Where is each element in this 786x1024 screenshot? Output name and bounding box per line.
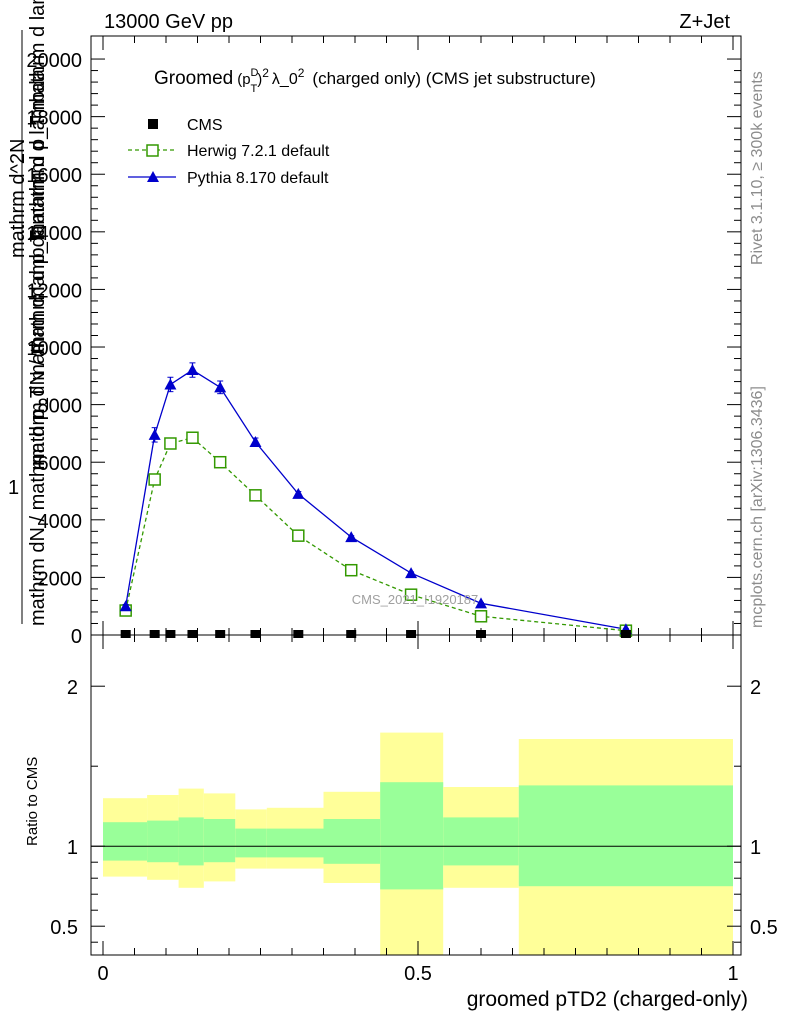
pythia-point: [292, 487, 305, 499]
stat-band-5: [266, 828, 324, 858]
cms-point: [293, 630, 304, 638]
main-ytick-label: 4000: [38, 511, 83, 533]
pythia-point: [164, 378, 177, 390]
header-energy: 13000 GeV pp: [104, 11, 233, 33]
y-label-line-3: mathrm dN / mathrm d p_T mathrm d lambda: [27, 68, 49, 470]
chart-title: Groomed (pD T)2 λ_02 (charged only) (CMS jet…: [154, 66, 596, 95]
legend: CMS Herwig 7.2.1 default Pythia 8.170 de…: [128, 117, 330, 187]
y-label-line-2: mathrm d^2N: [7, 139, 29, 258]
main-axes: 0 2000 4000 6000 8000 10000 12000 14000 16000 180…: [26, 35, 742, 648]
cms-point: [406, 630, 417, 638]
x-axis-label: groomed pTD2 (charged-only): [467, 988, 748, 1011]
herwig-point: [344, 563, 358, 577]
cms-point: [346, 630, 357, 638]
herwig-point: [249, 489, 262, 502]
stat-band-6: [323, 819, 381, 864]
ratio-ytick-label-right: 2: [750, 677, 761, 699]
pythia-point: [405, 567, 418, 579]
main-ytick-label: 0: [71, 626, 82, 648]
main-ytick-label: 12000: [26, 280, 82, 302]
legend-label-cms: CMS: [187, 117, 223, 134]
header-process: Z+Jet: [679, 11, 730, 33]
ratio-y-label: Ratio to CMS: [24, 757, 41, 846]
cms-point: [215, 630, 226, 638]
cms-point: [620, 630, 631, 638]
main-ytick-label: 18000: [26, 108, 82, 130]
herwig-point: [213, 455, 227, 469]
main-ytick-label: 10000: [26, 338, 82, 360]
cms-point: [165, 630, 176, 638]
main-ytick-label: 2000: [38, 568, 83, 590]
ratio-bands: [91, 732, 741, 955]
herwig-point: [148, 473, 161, 486]
stat-band-1: [147, 820, 179, 863]
herwig-point: [186, 431, 199, 444]
y-label-one: 1: [8, 477, 19, 499]
main-ytick-label: 20000: [26, 50, 82, 72]
herwig-point: [292, 529, 305, 542]
pythia-point: [119, 600, 132, 612]
stat-band-2: [178, 817, 204, 866]
pythia-point: [186, 364, 199, 376]
legend-marker-pythia: [147, 171, 159, 182]
main-ytick-label: 14000: [26, 223, 82, 245]
legend-marker-cms: [148, 119, 158, 129]
main-ytick-label: 6000: [38, 453, 83, 475]
herwig-point: [474, 610, 488, 623]
cms-point: [250, 630, 261, 638]
pythia-point: [214, 381, 227, 393]
cms-point: [476, 630, 486, 638]
cms-point: [149, 630, 160, 638]
pythia-point: [148, 428, 161, 440]
stat-band-4: [235, 828, 267, 858]
ratio-xtick-label: 1: [727, 963, 738, 985]
watermark: CMS_2021_I1920187: [352, 592, 479, 607]
ratio-ytick-label: 1: [67, 837, 78, 859]
y-axis-label-main: mathrm dN / mathrm d p_T mathrm d lambda…: [7, 0, 49, 626]
pythia-line: [125, 369, 627, 630]
stat-band-8: [443, 817, 519, 866]
ratio-axes: 0.5 0.5 1 1 2 2 0 0.5 1: [50, 634, 778, 985]
rivet-label: Rivet 3.1.10, ≥ 300k events: [749, 71, 766, 265]
ratio-ytick-label-right: 0.5: [750, 917, 778, 939]
ratio-xtick-label: 0: [97, 963, 108, 985]
legend-label-pythia: Pythia 8.170 default: [187, 170, 329, 187]
ratio-ytick-label: 0.5: [50, 917, 78, 939]
pythia-point: [475, 597, 487, 609]
main-ytick-label: 8000: [38, 396, 83, 418]
mcplots-label: mcplots.cern.ch [arXiv:1306.3436]: [749, 386, 766, 628]
pythia-point: [249, 436, 262, 448]
cms-point: [187, 630, 198, 638]
herwig-point: [404, 588, 418, 601]
series-layer: [119, 362, 633, 638]
ratio-xtick-label: 0.5: [404, 963, 432, 985]
stat-band-9: [518, 785, 733, 887]
ratio-ytick-label-right: 1: [750, 837, 761, 859]
stat-band-0: [103, 822, 148, 861]
ratio-ytick-label: 2: [67, 677, 78, 699]
herwig-point: [164, 437, 177, 450]
stat-band-3: [203, 819, 236, 863]
legend-marker-herwig: [146, 144, 159, 157]
main-ytick-label: 16000: [26, 165, 82, 187]
pythia-point: [345, 531, 358, 543]
y-label-line-4: mathrm d p_T mathrm d lambda: [27, 0, 49, 240]
stat-band-7: [380, 782, 444, 890]
y-label-line-1: mathrm dN / mathrm d p_T mathrm d lambda: [27, 224, 49, 626]
cms-point: [120, 630, 131, 638]
legend-label-herwig: Herwig 7.2.1 default: [187, 143, 330, 160]
